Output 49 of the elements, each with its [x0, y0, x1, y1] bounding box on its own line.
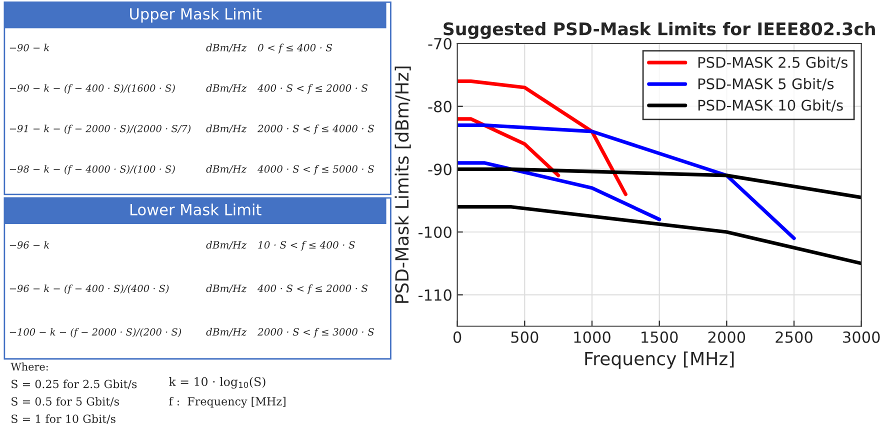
x-tick-label: 500 — [511, 331, 538, 343]
y-tick-label: -100 — [418, 226, 452, 238]
x-tick-label: 1500 — [642, 331, 678, 343]
x-tick-label: 3000 — [843, 331, 880, 343]
x-tick-label: 1000 — [574, 331, 610, 343]
x-axis-title: Frequency [MHz] — [585, 351, 734, 369]
text: −90 − k — [10, 44, 50, 52]
text: 0 < f ≤ 400 · S — [258, 44, 332, 54]
text: dBm/Hz — [206, 284, 247, 293]
text: dBm/Hz — [206, 165, 247, 174]
text: dBm/Hz — [206, 328, 247, 336]
text: −90 − k − (f − 400 · S)/(1600 · S) — [10, 84, 175, 94]
text: dBm/Hz — [206, 240, 247, 250]
text: −91 − k − (f − 2000 · S)/(2000 · S/7) — [10, 124, 191, 134]
line-series — [457, 123, 796, 240]
y-tick-label: -80 — [428, 100, 452, 112]
text: Upper Mask Limit — [130, 8, 262, 23]
text: dBm/Hz — [206, 84, 247, 93]
text: −96 − k — [10, 241, 50, 249]
text: f : Frequency [MHz] — [169, 396, 286, 408]
chart-title: Suggested PSD-Mask Limits for IEEE802.3ch — [444, 22, 875, 39]
legend-label: PSD-MASK 2.5 Gbit/s — [698, 56, 848, 70]
text: −96 − k − (f − 400 · S)/(400 · S) — [10, 284, 169, 294]
text: dBm/Hz — [206, 124, 247, 134]
line-series — [457, 79, 628, 196]
text: −100 − k − (f − 2000 · S)/(200 · S) — [10, 328, 182, 338]
text: k = 10 · log$_{10}$(S) — [169, 376, 266, 389]
legend-label: PSD-MASK 5 Gbit/s — [698, 78, 834, 90]
text: S = 1 for 10 Gbit/s — [12, 414, 116, 424]
text: Where: — [10, 362, 48, 371]
y-tick-label: -70 — [428, 38, 452, 50]
text: 2000 · S < f ≤ 3000 · S — [257, 328, 374, 338]
text: 4000 · S < f ≤ 5000 · S — [257, 165, 374, 175]
x-tick-label: 2000 — [708, 331, 746, 343]
text: 400 · S < f ≤ 2000 · S — [257, 284, 368, 294]
legend-label: PSD-MASK 10 Gbit/s — [698, 99, 843, 112]
y-axis-title: PSD-Mask Limits [dBm/Hz] — [394, 66, 411, 303]
x-tick-label: 2500 — [776, 331, 812, 343]
y-tick-label: -110 — [418, 289, 452, 301]
x-tick-label: 0 — [453, 331, 462, 343]
text: Lower Mask Limit — [130, 204, 262, 216]
text: 400 · S < f ≤ 2000 · S — [257, 84, 368, 94]
y-tick-label: -90 — [428, 164, 452, 176]
text: −98 − k − (f − 4000 · S)/(100 · S) — [10, 165, 175, 175]
text: S = 0.5 for 5 Gbit/s — [12, 397, 119, 406]
text: dBm/Hz — [206, 44, 247, 52]
text: 2000 · S < f ≤ 4000 · S — [257, 124, 374, 134]
text: 10 · S < f ≤ 400 · S — [258, 240, 355, 251]
text: S = 0.25 for 2.5 Gbit/s — [12, 380, 137, 390]
